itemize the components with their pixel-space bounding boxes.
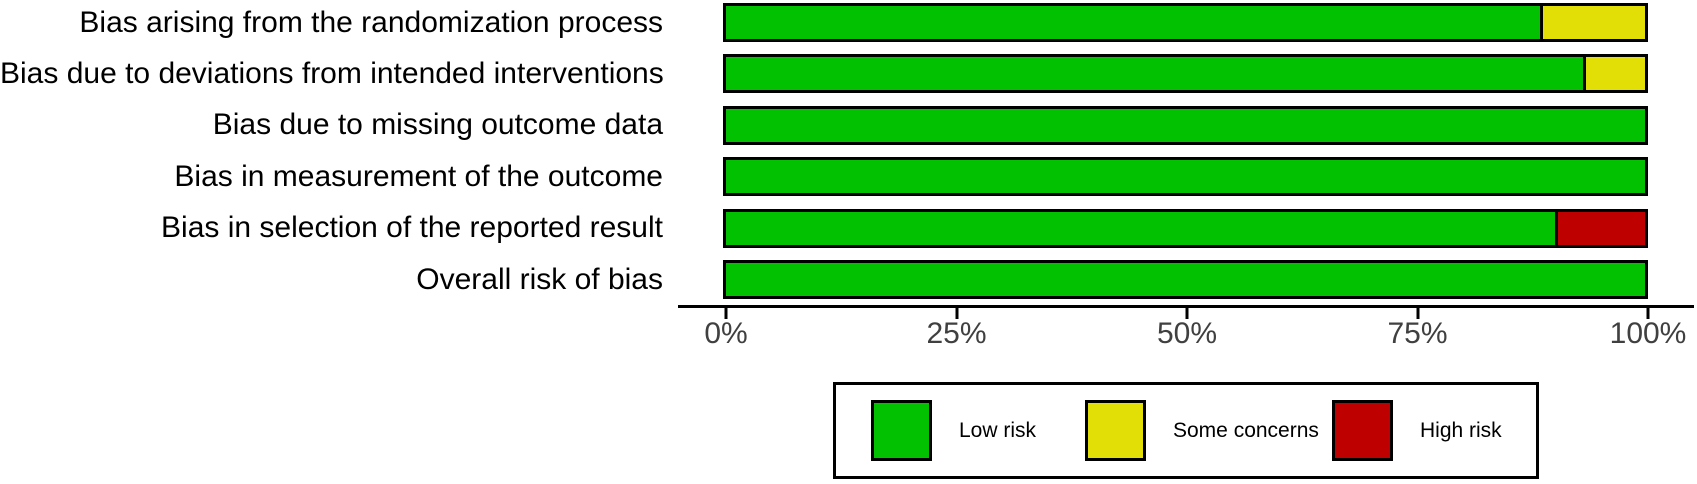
bar-segment-low-risk (726, 263, 1645, 296)
category-label: Bias in measurement of the outcome (174, 159, 663, 193)
x-axis-tick (1416, 307, 1419, 319)
bar-segment-high-risk (1554, 211, 1645, 245)
category-label: Bias in selection of the reported result (161, 211, 663, 245)
bar-row: Bias due to missing outcome data (0, 105, 1697, 145)
bar-row: Overall risk of bias (0, 260, 1697, 299)
legend-item-some-concerns: Some concerns (1085, 385, 1319, 476)
legend-label: Low risk (959, 418, 1037, 442)
legend-item-high-risk: High risk (1332, 385, 1502, 476)
x-axis-tick (1185, 307, 1189, 319)
bar-row: Bias due to deviations from intended int… (0, 54, 1697, 94)
bar-segment-low-risk (726, 57, 1583, 91)
legend: Low risk Some concerns High risk (833, 382, 1539, 479)
bar-track (723, 105, 1648, 145)
x-axis-tick (955, 307, 958, 319)
x-axis-line (678, 305, 1694, 308)
legend-label: High risk (1420, 418, 1502, 442)
x-axis-tick-label: 0% (704, 317, 748, 350)
legend-item-low-risk: Low risk (871, 385, 1036, 476)
x-axis-tick-label: 100% (1609, 317, 1687, 350)
bar-segment-low-risk (726, 160, 1645, 194)
legend-swatch-high-risk (1332, 400, 1393, 461)
bar-row: Bias in measurement of the outcome (0, 157, 1697, 197)
bar-segment-low-risk (726, 6, 1541, 39)
bar-segment-some-concerns (1540, 6, 1645, 39)
x-axis-tick-label: 75% (1387, 317, 1448, 350)
bar-segment-some-concerns (1582, 57, 1645, 91)
bar-track (723, 54, 1648, 94)
bar-row: Bias arising from the randomization proc… (0, 3, 1697, 42)
category-label: Bias arising from the randomization proc… (79, 5, 663, 39)
category-label: Bias due to missing outcome data (212, 108, 663, 142)
bar-segment-low-risk (726, 211, 1555, 245)
legend-swatch-some-concerns (1085, 400, 1146, 461)
legend-swatch-low-risk (871, 400, 932, 461)
legend-label: Some concerns (1173, 418, 1319, 442)
x-axis-tick-label: 50% (1156, 317, 1218, 350)
category-label: Overall risk of bias (416, 262, 663, 296)
bar-row: Bias in selection of the reported result (0, 208, 1697, 248)
bar-track (723, 157, 1648, 197)
bar-track (723, 3, 1648, 42)
x-axis-tick-label: 25% (926, 317, 987, 350)
bar-track (723, 260, 1648, 299)
category-label: Bias due to deviations from intended int… (0, 56, 664, 90)
bar-segment-low-risk (726, 108, 1645, 142)
bar-track (723, 208, 1648, 248)
x-axis-tick (724, 307, 728, 319)
x-axis-tick (1646, 307, 1650, 319)
